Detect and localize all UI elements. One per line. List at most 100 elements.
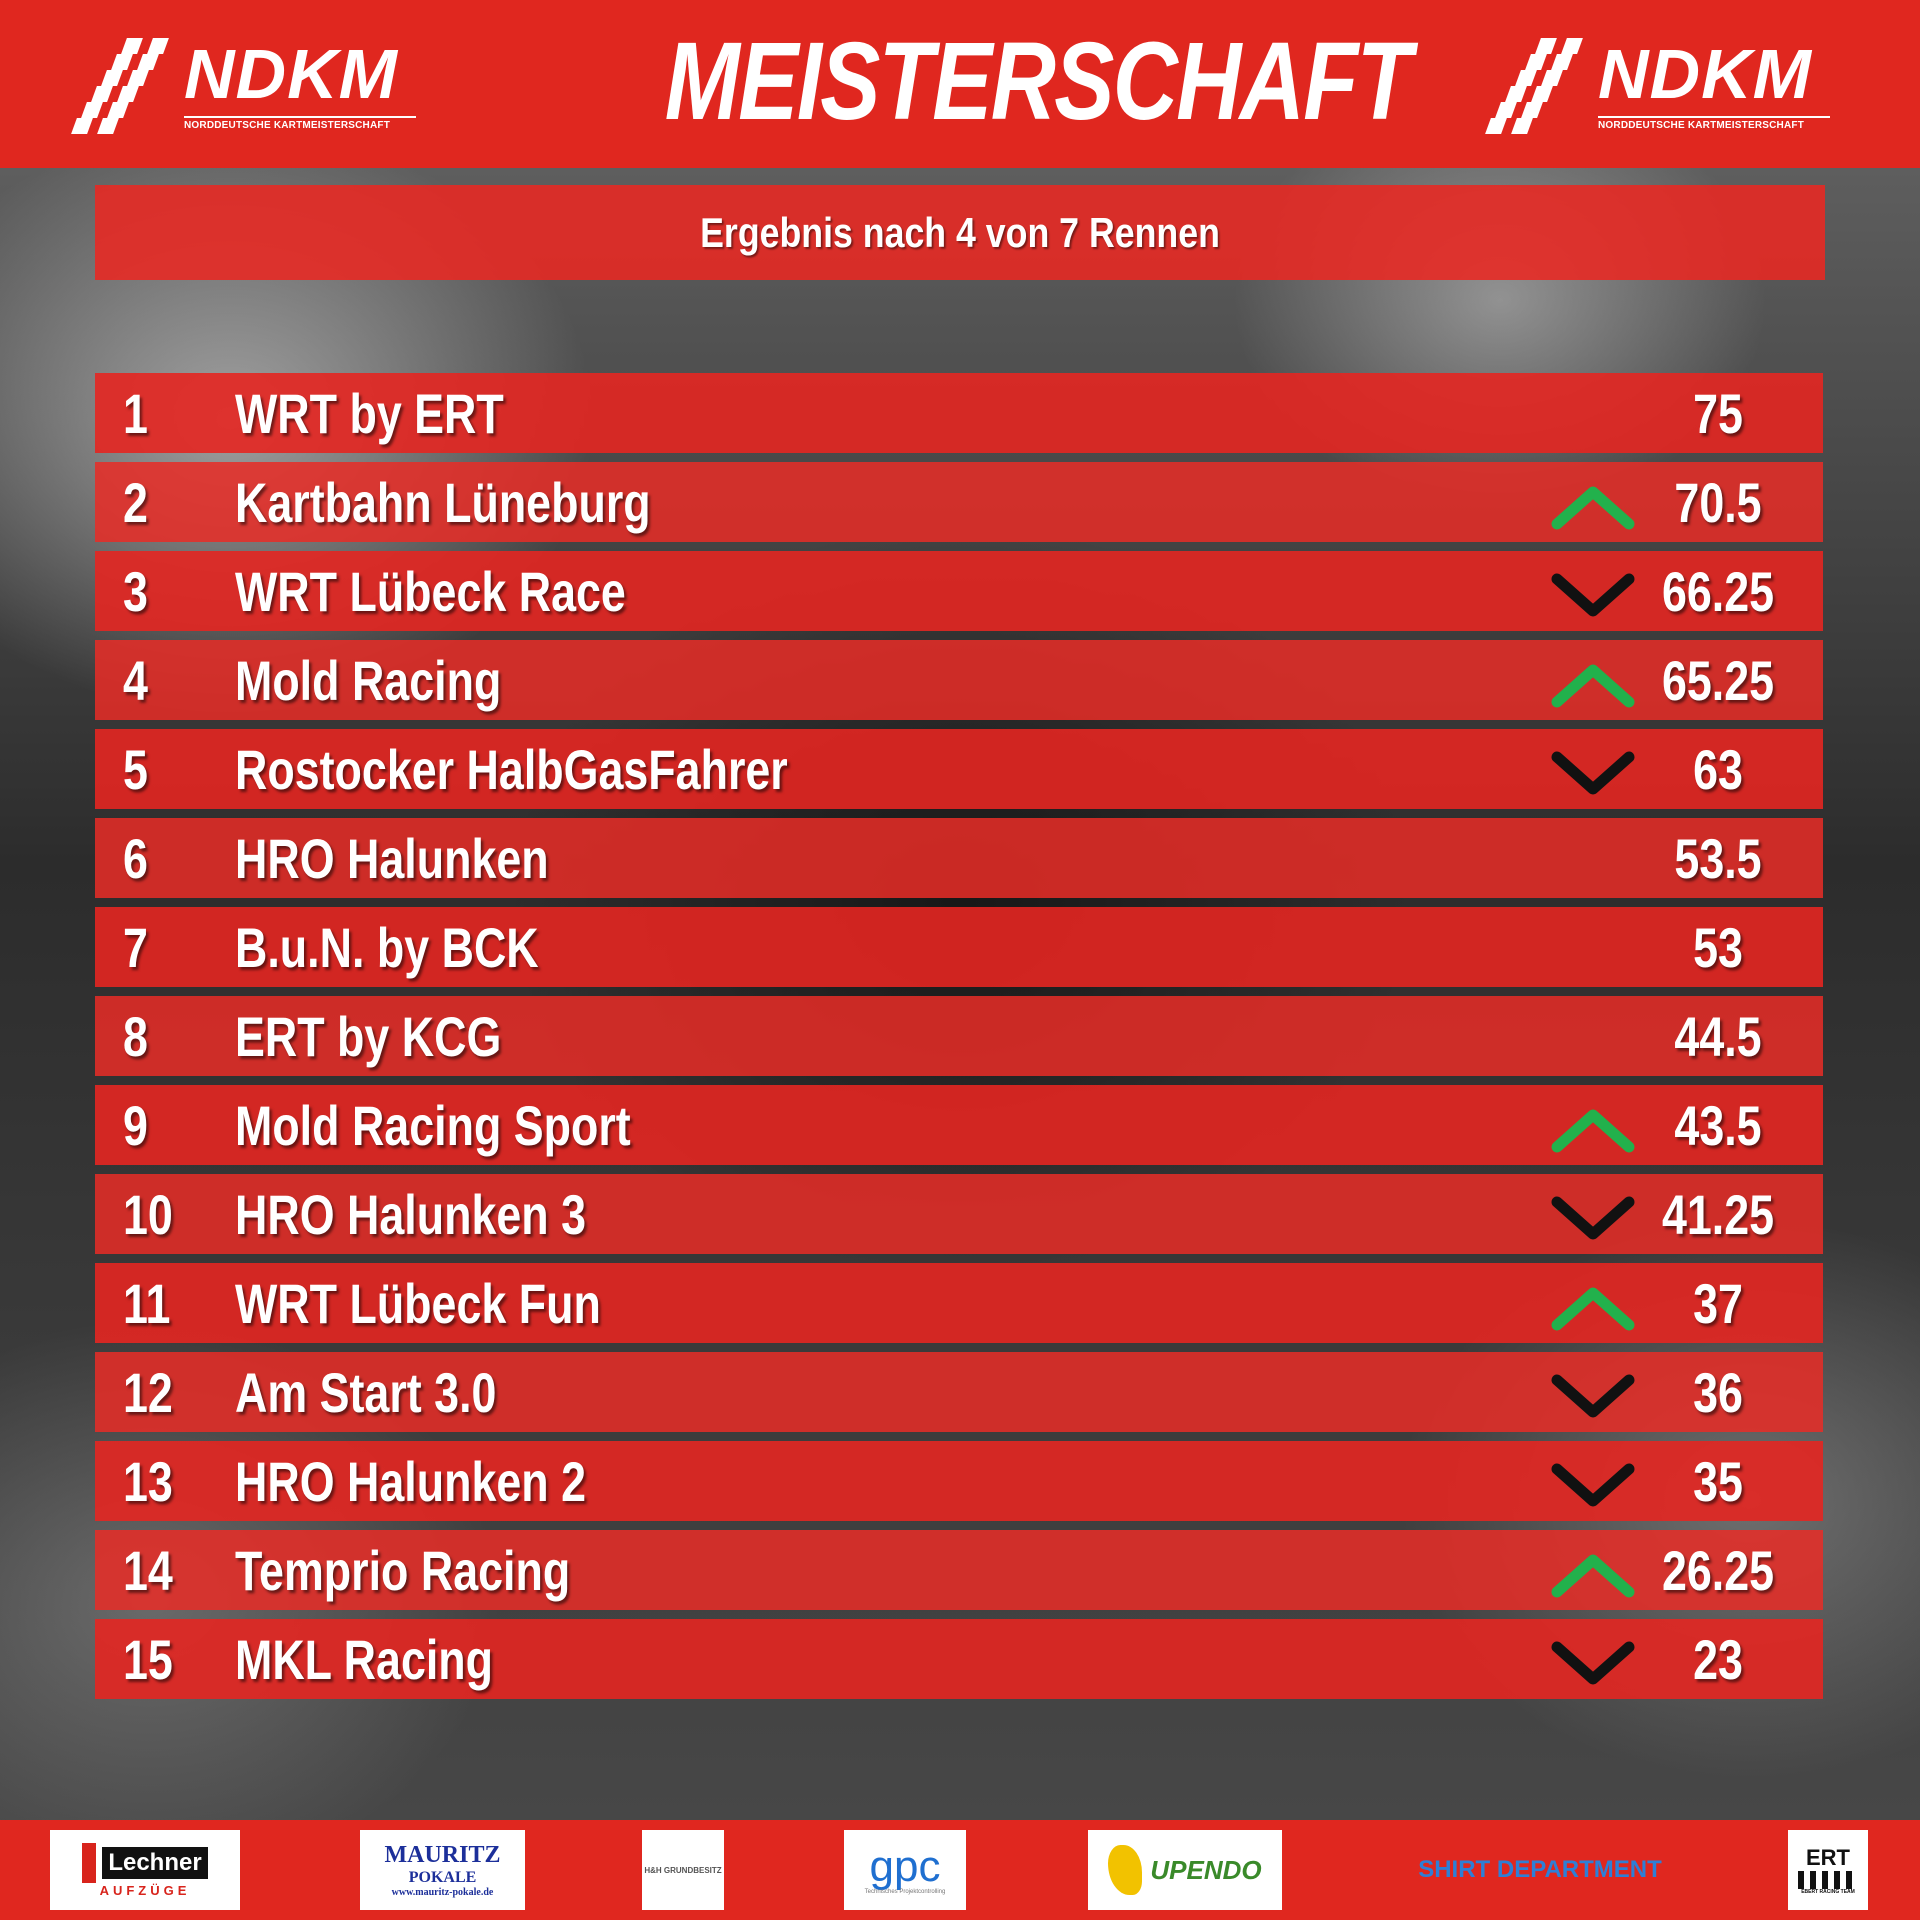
rank-position: 15 <box>123 1628 173 1691</box>
team-name: WRT by ERT <box>235 382 504 445</box>
table-row: 7 B.u.N. by BCK 53 <box>95 907 1823 987</box>
logo-subtext: NORDDEUTSCHE KARTMEISTERSCHAFT <box>184 120 390 131</box>
sponsor-upendo-name: UPENDO <box>1150 1854 1262 1885</box>
africa-icon <box>1108 1845 1143 1895</box>
team-name: Kartbahn Lüneburg <box>235 471 651 534</box>
rank-position: 6 <box>123 827 148 890</box>
sponsor-mauritz-logo: MAURITZ POKALE www.mauritz-pokale.de <box>360 1830 525 1910</box>
table-row: 1 WRT by ERT 75 <box>95 373 1823 453</box>
rank-position: 11 <box>123 1272 171 1335</box>
kart-icon <box>1798 1871 1858 1889</box>
logo-subtext: NORDDEUTSCHE KARTMEISTERSCHAFT <box>1598 120 1804 131</box>
chevron-up-icon <box>1545 1283 1641 1333</box>
team-name: HRO Halunken 2 <box>235 1450 587 1513</box>
team-name: Temprio Racing <box>235 1539 571 1602</box>
logo-text: NDKM <box>184 35 398 113</box>
ndkm-logo-left: NDKM NORDDEUTSCHE KARTMEISTERSCHAFT <box>66 38 426 138</box>
team-points: 41.25 <box>1661 1183 1775 1246</box>
table-row: 10 HRO Halunken 3 41.25 <box>95 1174 1823 1254</box>
team-name: WRT Lübeck Race <box>235 560 626 623</box>
table-row: 8 ERT by KCG 44.5 <box>95 996 1823 1076</box>
team-points: 70.5 <box>1674 471 1762 534</box>
sponsor-ert-sub: EBERT RACING TEAM <box>1801 1889 1855 1895</box>
team-points: 36 <box>1693 1361 1743 1424</box>
sponsor-shirt-name: SHIRT DEPARTMENT <box>1418 1856 1662 1883</box>
chevron-down-icon <box>1545 571 1641 621</box>
team-points: 63 <box>1693 738 1743 801</box>
standings-table: 1 WRT by ERT 75 2 Kartbahn Lüneburg 70.5 3 WRT … <box>95 373 1823 1708</box>
rank-position: 8 <box>123 1005 148 1068</box>
sponsor-hh-logo: H&H GRUNDBESITZ <box>642 1830 724 1910</box>
table-row: 4 Mold Racing 65.25 <box>95 640 1823 720</box>
team-name: WRT Lübeck Fun <box>235 1272 601 1335</box>
chevron-down-icon <box>1545 1461 1641 1511</box>
table-row: 3 WRT Lübeck Race 66.25 <box>95 551 1823 631</box>
chevron-up-icon <box>1545 660 1641 710</box>
rank-position: 3 <box>123 560 148 623</box>
chevron-down-icon <box>1545 1194 1641 1244</box>
team-points: 43.5 <box>1674 1094 1762 1157</box>
team-points: 44.5 <box>1674 1005 1762 1068</box>
sponsor-shirt-logo: SHIRT DEPARTMENT <box>1410 1830 1670 1910</box>
rank-position: 5 <box>123 738 148 801</box>
header-bar: NDKM NORDDEUTSCHE KARTMEISTERSCHAFT MEIS… <box>0 0 1920 168</box>
checkered-flag-icon <box>66 38 169 138</box>
ndkm-logo-right: NDKM NORDDEUTSCHE KARTMEISTERSCHAFT <box>1480 38 1840 138</box>
chevron-up-icon <box>1545 1105 1641 1155</box>
sponsor-lechner-name: Lechner <box>102 1846 208 1879</box>
team-name: MKL Racing <box>235 1628 494 1691</box>
page-title: MEISTERSCHAFT <box>664 20 1412 143</box>
sponsor-gpc-sub: Technisches Projektcontrolling <box>864 1889 946 1895</box>
logo-text: NDKM <box>1598 35 1812 113</box>
team-points: 53 <box>1693 916 1743 979</box>
rank-position: 4 <box>123 649 148 712</box>
team-points: 65.25 <box>1661 649 1775 712</box>
rank-position: 10 <box>123 1183 173 1246</box>
sponsor-upendo-logo: UPENDO <box>1088 1830 1282 1910</box>
chevron-up-icon <box>1545 482 1641 532</box>
rank-position: 7 <box>123 916 148 979</box>
subtitle: Ergebnis nach 4 von 7 Rennen <box>700 209 1220 256</box>
sponsor-gpc-logo: gpc Technisches Projektcontrolling <box>844 1830 966 1910</box>
rank-position: 12 <box>123 1361 173 1424</box>
team-points: 26.25 <box>1661 1539 1775 1602</box>
sponsor-mauritz-sub: POKALE <box>408 1869 477 1886</box>
sponsor-mauritz-url: www.mauritz-pokale.de <box>391 1887 494 1898</box>
sponsor-hh-name: H&H GRUNDBESITZ <box>644 1865 722 1875</box>
team-name: Rostocker HalbGasFahrer <box>235 738 788 801</box>
team-name: HRO Halunken 3 <box>235 1183 587 1246</box>
rank-position: 1 <box>123 382 148 445</box>
checkered-flag-icon <box>1480 38 1583 138</box>
team-name: Mold Racing Sport <box>235 1094 631 1157</box>
team-points: 37 <box>1693 1272 1743 1335</box>
table-row: 2 Kartbahn Lüneburg 70.5 <box>95 462 1823 542</box>
sponsor-lechner-sub: AUFZÜGE <box>99 1882 191 1898</box>
sponsor-bar: Lechner AUFZÜGE MAURITZ POKALE www.mauri… <box>0 1820 1920 1920</box>
table-row: 13 HRO Halunken 2 35 <box>95 1441 1823 1521</box>
sponsor-ert-name: ERT <box>1806 1845 1850 1870</box>
team-name: B.u.N. by BCK <box>235 916 539 979</box>
rank-position: 13 <box>123 1450 173 1513</box>
subtitle-bar: Ergebnis nach 4 von 7 Rennen <box>95 185 1825 280</box>
team-points: 75 <box>1693 382 1743 445</box>
team-points: 23 <box>1693 1628 1743 1691</box>
chevron-up-icon <box>1545 1550 1641 1600</box>
chevron-down-icon <box>1545 1372 1641 1422</box>
chevron-down-icon <box>1545 1639 1641 1689</box>
team-name: HRO Halunken <box>235 827 549 890</box>
team-points: 66.25 <box>1661 560 1775 623</box>
table-row: 6 HRO Halunken 53.5 <box>95 818 1823 898</box>
team-name: Mold Racing <box>235 649 502 712</box>
rank-position: 2 <box>123 471 148 534</box>
team-name: Am Start 3.0 <box>235 1361 497 1424</box>
sponsor-gpc-name: gpc <box>869 1842 941 1891</box>
table-row: 11 WRT Lübeck Fun 37 <box>95 1263 1823 1343</box>
table-row: 12 Am Start 3.0 36 <box>95 1352 1823 1432</box>
team-name: ERT by KCG <box>235 1005 502 1068</box>
table-row: 15 MKL Racing 23 <box>95 1619 1823 1699</box>
sponsor-mauritz-name: MAURITZ <box>384 1842 501 1868</box>
table-row: 14 Temprio Racing 26.25 <box>95 1530 1823 1610</box>
team-points: 53.5 <box>1674 827 1762 890</box>
table-row: 9 Mold Racing Sport 43.5 <box>95 1085 1823 1165</box>
sponsor-ert-logo: ERT EBERT RACING TEAM <box>1788 1830 1868 1910</box>
